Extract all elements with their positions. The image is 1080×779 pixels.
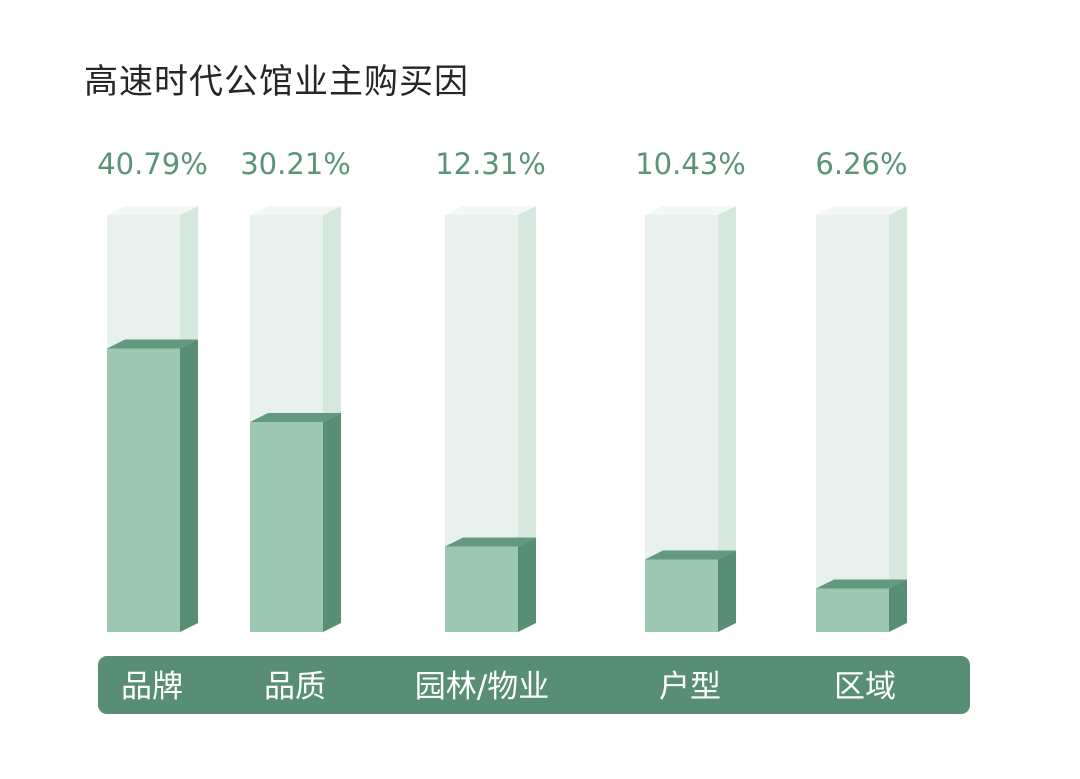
bar-track-top (645, 206, 736, 215)
category-label: 户型 (659, 669, 721, 705)
bar-track-front (816, 215, 889, 632)
value-label: 12.31% (435, 147, 546, 181)
bar-fill-front (250, 422, 323, 632)
bar-fill-front (816, 588, 889, 632)
bars-group (107, 206, 907, 632)
bar-fill-top (645, 550, 736, 560)
bar-fill-side (323, 413, 341, 632)
bar-fill-side (889, 579, 907, 632)
category-label: 品牌 (121, 669, 183, 705)
category-labels-group: 品牌 品质 园林/物业 户型 区域 (121, 669, 896, 705)
bar-track-top (816, 206, 907, 215)
category-band (98, 656, 970, 714)
bar-track-top (107, 206, 198, 215)
bar-fill-top (250, 413, 341, 423)
category-label: 园林/物业 (415, 669, 549, 705)
bar-fill-top (816, 579, 907, 589)
value-label: 6.26% (815, 147, 907, 181)
chart-title: 高速时代公馆业主购买因 (84, 62, 469, 102)
bar (645, 206, 736, 632)
bar-track-side (889, 206, 907, 632)
bar-track-top (445, 206, 536, 215)
category-label: 区域 (834, 669, 896, 705)
bar-fill-side (518, 537, 536, 632)
bar-fill-side (718, 550, 736, 632)
bar-fill-top (445, 537, 536, 547)
value-label: 40.79% (97, 147, 208, 181)
bar (107, 206, 198, 632)
bar-fill-top (107, 339, 198, 349)
bar (250, 206, 341, 632)
bar-fill-front (107, 348, 180, 632)
bar (816, 206, 907, 632)
value-labels-group: 40.79% 30.21% 12.31% 10.43% 6.26% (97, 147, 907, 181)
bar-fill-front (445, 546, 518, 632)
bar-track-side (718, 206, 736, 632)
bar-track-side (518, 206, 536, 632)
bar-fill-side (180, 339, 198, 632)
bar-fill-front (645, 559, 718, 632)
bar-track-top (250, 206, 341, 215)
value-label: 30.21% (240, 147, 351, 181)
bar (445, 206, 536, 632)
value-label: 10.43% (635, 147, 746, 181)
category-label: 品质 (264, 669, 326, 705)
